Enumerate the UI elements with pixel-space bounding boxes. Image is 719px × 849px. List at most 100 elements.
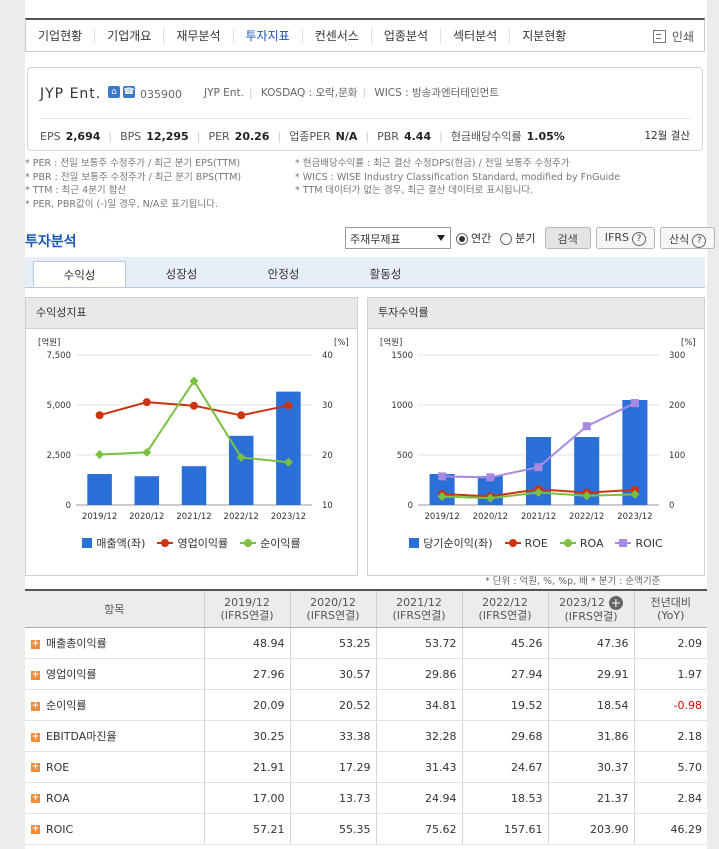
- point: [437, 492, 447, 501]
- legend-marker: [615, 539, 632, 547]
- right-tick-label: 30: [322, 401, 333, 411]
- panel-title: 투자수익률: [368, 298, 704, 329]
- point: [142, 398, 151, 407]
- table-cell: 20.52: [289, 689, 376, 721]
- search-button[interactable]: 검색: [544, 227, 591, 249]
- tab-activity[interactable]: 활동성: [369, 267, 402, 281]
- profitability-chart-panel: 수익성지표 [억원] [%] 0 10 2,500 20 5,000 30 7,500 40 201…: [25, 297, 358, 576]
- row-label[interactable]: + ROA: [25, 782, 204, 814]
- nav-item-investment-indicators[interactable]: 투자지표: [234, 28, 303, 43]
- row-label[interactable]: + ROE: [25, 751, 204, 783]
- row-label[interactable]: + ROIC: [25, 813, 204, 845]
- tab-profitability[interactable]: 수익성: [33, 261, 126, 287]
- table-row: + ROA 17.00 13.73 24.94 18.53 21.37 2.84: [25, 782, 707, 814]
- nav-item-financial-analysis[interactable]: 재무분석: [164, 28, 234, 43]
- profitability-table: 항목 2019/12 (IFRS연결) 2020/12 (IFRS연결) 2021/…: [25, 589, 707, 845]
- legend-item[interactable]: ROA: [559, 535, 603, 551]
- help-icon: ?: [692, 234, 707, 248]
- tab-stability[interactable]: 안정성: [267, 267, 300, 281]
- row-label[interactable]: + 매출총이익률: [25, 627, 204, 659]
- legend-marker: [504, 539, 521, 547]
- nav-item-industry-analysis[interactable]: 업종분석: [372, 28, 442, 43]
- tab-growth[interactable]: 성장성: [165, 267, 198, 281]
- point: [236, 452, 246, 462]
- table-cell: 21.91: [203, 751, 290, 783]
- point: [534, 463, 543, 472]
- statement-select[interactable]: 주재무제표: [345, 227, 451, 249]
- table-cell: 2.84: [633, 782, 707, 814]
- legend-item[interactable]: 당기순이익(좌): [409, 535, 493, 551]
- table-cell: 27.94: [461, 658, 548, 690]
- print-label: 인쇄: [671, 30, 694, 44]
- radio-quarter[interactable]: 분기: [500, 230, 539, 246]
- company-info-box: JYP Ent. ⌂ ☎ 035900 JYP Ent. | KOSDAQ : 오…: [27, 67, 703, 151]
- formula-help-button[interactable]: 산식?: [659, 227, 716, 249]
- right-tick-label: 10: [322, 501, 333, 511]
- row-label[interactable]: + 영업이익률: [25, 658, 204, 690]
- note-ttm-missing: * TTM 데이터가 없는 경우, 최근 결산 데이터로 표시됩니다.: [295, 185, 534, 196]
- table-cell: 17.00: [203, 782, 290, 814]
- nav-item-shareholding[interactable]: 지분현황: [522, 28, 567, 43]
- point: [95, 450, 105, 460]
- expand-row-icon[interactable]: +: [31, 669, 40, 680]
- row-label[interactable]: + EBITDA마진율: [25, 720, 204, 752]
- point: [142, 447, 152, 457]
- table-cell: 29.86: [375, 658, 462, 690]
- bar: [181, 466, 207, 505]
- point: [190, 401, 198, 410]
- chart-legend: 매출액(좌) 영업이익률 순이익률: [26, 535, 357, 551]
- x-tick-label: 2022/12: [224, 512, 259, 522]
- expand-row-icon[interactable]: +: [31, 762, 40, 772]
- legend-item[interactable]: 순이익률: [240, 535, 301, 551]
- x-tick-label: 2019/12: [82, 512, 117, 522]
- table-cell: 46.29: [633, 813, 707, 845]
- point: [630, 399, 639, 408]
- table-cell: 24.94: [375, 782, 462, 814]
- nav-item-company-overview[interactable]: 기업개요: [95, 28, 165, 43]
- x-tick-label: 2021/12: [176, 512, 211, 522]
- right-tick-label: 300: [669, 351, 685, 361]
- radio-annual[interactable]: 연간: [456, 230, 495, 246]
- left-tick-label: 1000: [391, 401, 413, 411]
- point: [582, 491, 592, 501]
- settlement-month: 12월 결산: [644, 130, 690, 142]
- legend-item[interactable]: ROIC: [615, 535, 663, 551]
- table-cell: 31.43: [375, 751, 462, 783]
- radio-quarter-icon: [500, 233, 513, 245]
- row-label[interactable]: + 순이익률: [25, 689, 204, 721]
- legend-item[interactable]: 매출액(좌): [82, 535, 145, 551]
- nav-item-sector-analysis[interactable]: 섹터분석: [441, 28, 511, 43]
- bar: [228, 435, 254, 505]
- note-dividend: * 현금배당수익률 : 최근 결산 수정DPS(현금) / 전일 보통주 수정주…: [295, 158, 570, 169]
- table-cell: 27.96: [203, 658, 290, 690]
- top-nav: 기업현황 기업개요 재무분석 투자지표 컨센서스 업종분석 섹터분석 지분현황 …: [25, 18, 705, 52]
- expand-row-icon[interactable]: +: [31, 824, 40, 834]
- note-per: * PER : 전일 보통주 수정주가 / 최근 분기 EPS(TTM): [25, 158, 241, 169]
- radio-annual-icon: [456, 233, 468, 245]
- phone-icon[interactable]: ☎: [123, 86, 135, 98]
- analysis-controls: 주재무제표 연간 분기 검색 IFRS? 산식?: [345, 227, 716, 249]
- bar: [134, 476, 160, 505]
- table-row: + EBITDA마진율 30.25 33.38 32.28 29.68 31.86 2.18: [25, 720, 707, 752]
- expand-row-icon[interactable]: +: [31, 700, 40, 711]
- expand-row-icon[interactable]: +: [31, 638, 40, 649]
- nav-item-company-status[interactable]: 기업현황: [26, 28, 96, 43]
- company-metrics: EPS 2,694 | BPS 12,295 | PER 20.26 | 업종PER N/A |…: [40, 128, 565, 144]
- legend-marker: [409, 538, 420, 548]
- legend-item[interactable]: 영업이익률: [157, 535, 228, 551]
- table-cell: 157.61: [461, 813, 548, 845]
- legend-item[interactable]: ROE: [504, 535, 548, 551]
- table-row: + 영업이익률 27.96 30.57 29.86 27.94 29.91 1.97: [25, 658, 707, 690]
- expand-row-icon[interactable]: +: [31, 793, 40, 803]
- print-button[interactable]: 인쇄: [652, 28, 694, 45]
- homepage-icon[interactable]: ⌂: [108, 86, 120, 98]
- header-col: 2022/12 (IFRS연결): [461, 590, 548, 628]
- expand-columns-icon[interactable]: +: [608, 595, 623, 610]
- ifrs-help-button[interactable]: IFRS?: [595, 227, 655, 249]
- point: [630, 489, 640, 499]
- point: [95, 411, 104, 420]
- nav-item-consensus[interactable]: 컨센서스: [303, 28, 372, 43]
- expand-row-icon[interactable]: +: [31, 731, 40, 742]
- point: [283, 457, 293, 467]
- table-cell: 13.73: [289, 782, 376, 814]
